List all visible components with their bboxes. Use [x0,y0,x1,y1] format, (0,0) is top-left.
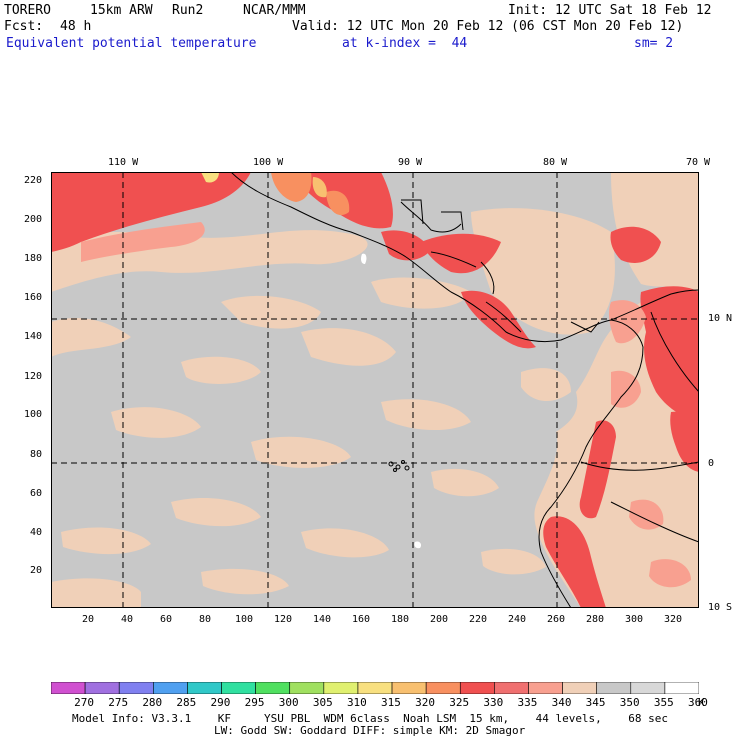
light-spots [361,253,422,549]
lat-lon-grid [51,172,699,608]
colorbar-value: 320 [415,696,436,709]
colorbar-value: 290 [210,696,231,709]
level-index: at k-index = 44 [342,36,468,51]
x-tick: 100 [235,614,254,625]
colorbar-value: 285 [176,696,197,709]
x-tick: 160 [352,614,371,625]
physics-info: LW: Godd SW: Goddard DIFF: simple KM: 2D… [214,724,526,737]
colorbar-swatch [153,682,188,694]
lon-label-90w: 90 W [398,157,423,168]
x-tick: 120 [274,614,293,625]
colorbar-value: 270 [74,696,94,709]
salmon-areas [81,222,691,588]
forecast-label: Fcst: [4,19,44,34]
colorbar-swatch [255,682,291,694]
smoothing: sm= 2 [634,36,674,51]
coastlines [230,172,699,608]
colorbar-swatch [528,682,563,694]
x-tick: 220 [469,614,488,625]
lon-label-80w: 80 W [543,157,568,168]
colorbar-value: 355 [653,696,674,709]
colorbar-swatch [323,682,359,694]
colorbar-value: 300 [278,696,299,709]
colorbar-unit: K [698,696,705,709]
y-tick: 200 [24,214,43,225]
colorbar-value: 340 [551,696,572,709]
colorbar-value: 280 [142,696,163,709]
valid-time: Valid: 12 UTC Mon 20 Feb 12 (06 CST Mon … [292,19,684,34]
colorbar-swatch [289,682,325,694]
y-tick: 100 [24,409,43,420]
forecast-hour: 48 h [60,19,92,34]
colorbar-swatch [630,682,666,694]
colorbar-value: 330 [483,696,504,709]
colorbar-value: 295 [244,696,265,709]
colorbar-swatch [425,682,461,694]
lon-label-70w: 70 W [686,157,711,168]
y-tick: 80 [30,449,43,460]
model-name: TORERO [4,3,51,18]
x-tick: 320 [664,614,683,625]
y-tick: 220 [24,175,43,186]
colorbar-value: 305 [312,696,333,709]
colorbar-swatch [187,682,222,694]
x-tick: 140 [313,614,332,625]
x-tick: 260 [547,614,566,625]
colorbar-value: 350 [619,696,640,709]
colorbar [51,682,699,694]
colorbar-value: 360 [688,696,708,709]
y-tick: 40 [30,527,43,538]
model-org: NCAR/MMM [243,3,306,18]
colorbar-swatch [596,682,632,694]
hot-spots [201,172,350,216]
field-name: Equivalent potential temperature [6,36,257,51]
model-run: Run2 [172,3,204,18]
colorbar-value: 315 [381,696,401,709]
x-tick: 280 [586,614,605,625]
model-info: Model Info: V3.3.1 KF YSU PBL WDM 6class… [72,712,669,725]
lat-label-0: 0 [708,458,715,469]
x-tick: 180 [391,614,410,625]
colorbar-swatch [459,682,495,694]
colorbar-value: 310 [346,696,367,709]
colorbar-swatch [118,682,154,694]
y-tick: 140 [24,331,43,342]
y-tick: 120 [24,371,43,382]
y-tick: 60 [30,488,43,499]
colorbar-swatch [664,682,699,694]
tan-ocean-patches [51,172,699,608]
colorbar-value: 325 [449,696,470,709]
lat-label-10n: 10 N [708,313,733,324]
y-tick: 20 [30,565,43,576]
colorbar-value: 345 [585,696,606,709]
x-tick: 20 [82,614,95,625]
colorbar-swatch [391,682,427,694]
y-tick: 180 [24,253,43,264]
colorbar-swatch [562,682,597,694]
x-tick: 200 [430,614,449,625]
x-tick: 240 [508,614,527,625]
colorbar-value: 335 [517,696,538,709]
x-tick: 60 [160,614,173,625]
y-tick: 160 [24,292,43,303]
colorbar-swatch [51,682,86,694]
lon-label-110w: 110 W [108,157,139,168]
colorbar-value: 275 [108,696,129,709]
init-time: Init: 12 UTC Sat 18 Feb 12 [508,3,712,18]
lat-label-10s: 10 S [708,602,733,613]
model-resolution: 15km ARW [90,3,153,18]
x-tick: 40 [121,614,134,625]
lon-label-100w: 100 W [253,157,284,168]
map-frame [51,172,699,608]
x-tick: 80 [199,614,212,625]
theta-e-map [51,172,699,608]
colorbar-swatch [357,682,393,694]
colorbar-swatch [221,682,256,694]
x-tick: 300 [625,614,644,625]
colorbar-swatch [84,682,120,694]
colorbar-swatch [494,682,529,694]
